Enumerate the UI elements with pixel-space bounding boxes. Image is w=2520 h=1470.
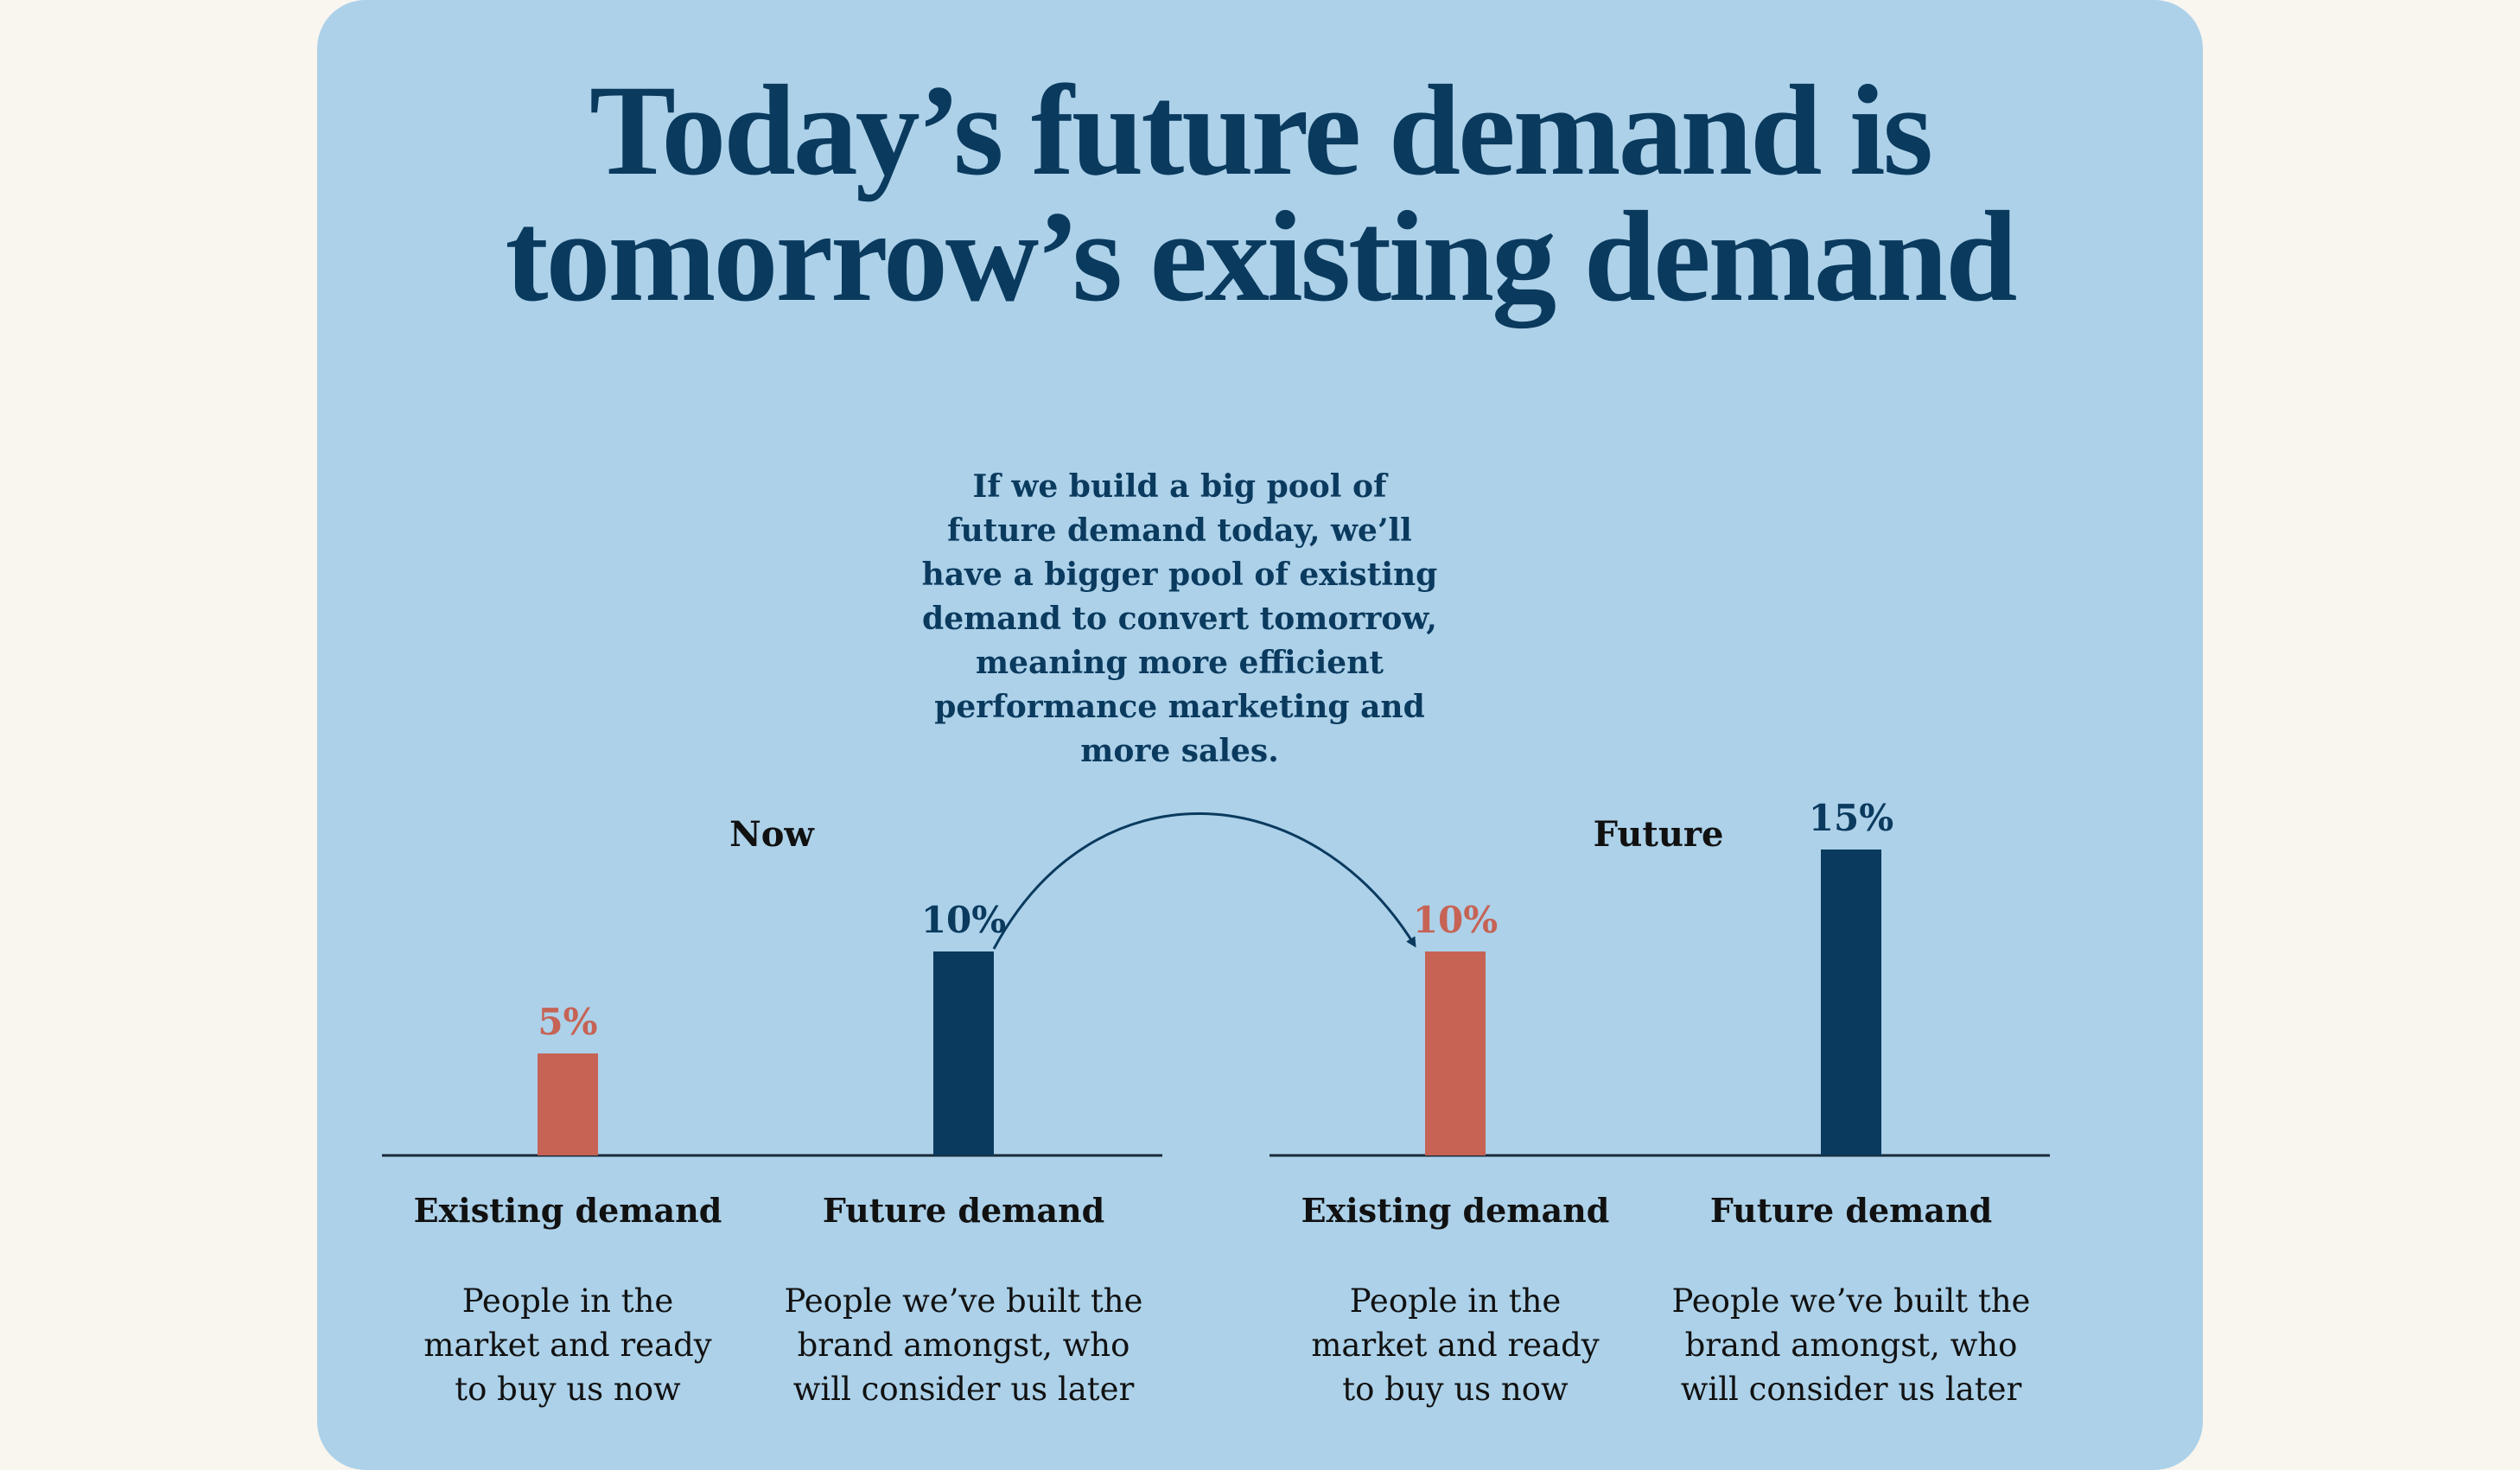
- arrow-annotation: If we build a big pool of future demand …: [921, 468, 1438, 769]
- chart-title-line-2: tomorrow’s existing demand: [505, 185, 2018, 328]
- description-line: market and ready: [1311, 1327, 1600, 1364]
- category-label-future-future: Future demand: [1709, 1191, 1993, 1230]
- transfer-arrow: [992, 811, 1416, 950]
- description-line: People we’ve built the: [784, 1282, 1143, 1320]
- description-line: to buy us now: [1342, 1371, 1569, 1408]
- category-label-future-now: Future demand: [822, 1191, 1105, 1230]
- description-line: People in the: [1349, 1282, 1562, 1320]
- infographic-card: Today’s future demand is tomorrow’s exis…: [317, 0, 2203, 1470]
- bar-future-future: [1821, 850, 1881, 1155]
- category-description-existing-future: People in the market and ready to buy us…: [1265, 1279, 1645, 1411]
- category-description-future-future: People we’ve built the brand amongst, wh…: [1661, 1279, 2041, 1411]
- group-label-now: Now: [729, 814, 814, 855]
- value-label-existing-future: 10%: [1413, 899, 1498, 941]
- description-line: to buy us now: [455, 1371, 681, 1408]
- chart-title: Today’s future demand is tomorrow’s exis…: [317, 59, 2203, 328]
- description-line: People we’ve built the: [1671, 1282, 2031, 1320]
- category-label-existing-future: Existing demand: [1301, 1191, 1610, 1230]
- description-line: brand amongst, who: [797, 1327, 1130, 1364]
- value-label-existing-now: 5%: [538, 1001, 597, 1043]
- bar-future-now: [933, 951, 994, 1155]
- demand-bar-chart: 5% 10% 10% 15%: [382, 797, 2050, 1157]
- category-description-future-now: People we’ve built the brand amongst, wh…: [773, 1279, 1154, 1411]
- chart-title-line-1: Today’s future demand is: [589, 59, 1933, 202]
- description-line: brand amongst, who: [1684, 1327, 2018, 1364]
- description-line: People in the: [461, 1282, 674, 1320]
- category-description-existing-now: People in the market and ready to buy us…: [378, 1279, 758, 1411]
- description-line: market and ready: [423, 1327, 712, 1364]
- value-label-future-now: 10%: [921, 899, 1006, 941]
- value-label-future-future: 15%: [1809, 797, 1893, 839]
- category-label-existing-now: Existing demand: [413, 1191, 722, 1230]
- group-label-future: Future: [1593, 814, 1724, 855]
- description-line: will consider us later: [792, 1371, 1135, 1408]
- description-line: will consider us later: [1680, 1371, 2022, 1408]
- bar-existing-future: [1425, 951, 1486, 1155]
- bar-existing-now: [538, 1053, 598, 1155]
